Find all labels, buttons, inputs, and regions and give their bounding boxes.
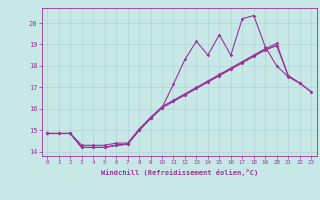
X-axis label: Windchill (Refroidissement éolien,°C): Windchill (Refroidissement éolien,°C) bbox=[100, 169, 258, 176]
